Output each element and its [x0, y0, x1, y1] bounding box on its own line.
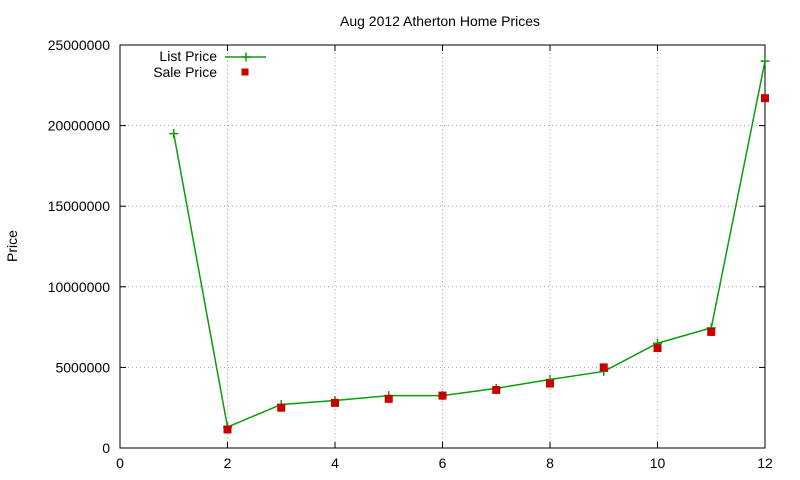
axis-ticks: 0 2 4 6 8 10 12 0 5000000 10000000 15000000 2000000… — [48, 37, 773, 471]
y-tick-label: 15000000 — [48, 198, 111, 214]
x-tick-label: 10 — [650, 455, 666, 471]
chart-title: Aug 2012 Atherton Home Prices — [340, 13, 540, 29]
sale-price-point — [331, 398, 339, 407]
y-axis-label: Price — [4, 230, 20, 262]
sale-price-point — [599, 363, 608, 372]
sale-price-point — [384, 394, 393, 403]
sale-price-point — [653, 344, 662, 353]
x-tick-label: 12 — [757, 455, 773, 471]
legend: List Price Sale Price — [153, 48, 266, 80]
x-tick-label: 2 — [224, 455, 232, 471]
legend-label-sale-price: Sale Price — [153, 64, 217, 80]
legend-marker-sale-price — [241, 68, 249, 76]
y-tick-label: 5000000 — [55, 359, 110, 375]
list-price-point — [169, 129, 179, 139]
sale-price-point — [438, 391, 447, 400]
list-price-point — [760, 56, 770, 66]
y-tick-label: 0 — [102, 440, 110, 456]
sale-price-point — [761, 94, 769, 103]
sale-price-point — [277, 403, 286, 412]
legend-label-list-price: List Price — [159, 48, 217, 64]
sale-price-point — [492, 385, 501, 394]
sale-price-point — [707, 327, 716, 336]
y-tick-label: 10000000 — [48, 279, 111, 295]
data-series — [169, 56, 770, 434]
sale-price-point — [223, 425, 232, 434]
list-price-line — [173, 60, 766, 428]
y-tick-label: 20000000 — [48, 118, 111, 134]
sale-price-point — [546, 379, 554, 388]
x-tick-label: 6 — [439, 455, 447, 471]
legend-marker-list-price — [241, 52, 251, 62]
x-tick-label: 4 — [331, 455, 339, 471]
grid-lines — [120, 45, 765, 448]
x-tick-label: 0 — [116, 455, 124, 471]
x-tick-label: 8 — [546, 455, 554, 471]
y-tick-label: 25000000 — [48, 37, 111, 53]
